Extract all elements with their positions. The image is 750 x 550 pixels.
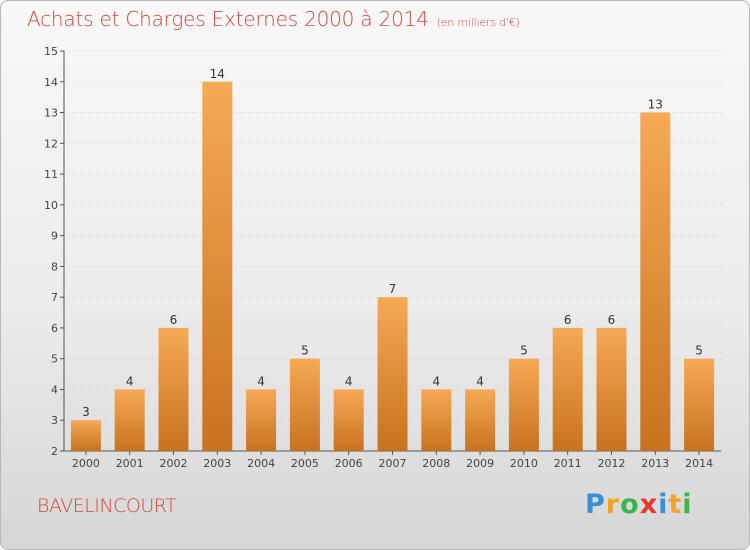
x-tick-label: 2011 bbox=[554, 457, 582, 470]
bar bbox=[158, 327, 189, 451]
x-tick-label: 2006 bbox=[335, 457, 363, 470]
x-tick-label: 2010 bbox=[510, 457, 538, 470]
x-tick-label: 2003 bbox=[203, 457, 231, 470]
chart-unit: (en milliers d'€) bbox=[436, 16, 520, 29]
y-tick-label: 4 bbox=[51, 383, 58, 396]
logo-letter: o bbox=[620, 489, 640, 520]
x-tick-label: 2008 bbox=[422, 457, 450, 470]
logo-letter: i bbox=[682, 489, 693, 520]
x-tick-label: 2005 bbox=[291, 457, 319, 470]
y-tick-label: 7 bbox=[51, 291, 58, 304]
bar bbox=[508, 358, 539, 451]
y-tick-label: 2 bbox=[51, 445, 58, 458]
data-label: 5 bbox=[520, 344, 528, 358]
y-tick-label: 5 bbox=[51, 353, 58, 366]
y-tick-label: 11 bbox=[44, 168, 58, 181]
data-label: 14 bbox=[210, 67, 225, 81]
logo-letter: i bbox=[658, 489, 669, 520]
x-tick-label: 2014 bbox=[685, 457, 713, 470]
data-label: 5 bbox=[301, 344, 309, 358]
logo-letter: r bbox=[605, 489, 621, 520]
data-label: 5 bbox=[695, 344, 703, 358]
y-tick-label: 15 bbox=[44, 45, 58, 58]
x-tick-label: 2013 bbox=[641, 457, 669, 470]
y-tick-label: 8 bbox=[51, 260, 58, 273]
y-tick-label: 6 bbox=[51, 322, 58, 335]
logo-letter: t bbox=[668, 489, 683, 520]
y-tick-label: 3 bbox=[51, 414, 58, 427]
proxiti-logo: Proxiti bbox=[585, 489, 693, 520]
bar bbox=[640, 112, 671, 452]
bar bbox=[377, 297, 408, 451]
data-label: 4 bbox=[345, 374, 353, 388]
data-label: 4 bbox=[257, 374, 265, 388]
data-label: 3 bbox=[82, 405, 90, 419]
x-tick-label: 2001 bbox=[116, 457, 144, 470]
commune-name: BAVELINCOURT bbox=[37, 495, 177, 517]
data-label: 6 bbox=[564, 313, 572, 327]
x-tick-label: 2000 bbox=[72, 457, 100, 470]
x-tick-label: 2012 bbox=[598, 457, 626, 470]
bar bbox=[421, 389, 452, 451]
y-tick-label: 14 bbox=[44, 76, 58, 89]
y-tick-label: 13 bbox=[44, 107, 58, 120]
y-tick-label: 12 bbox=[44, 137, 58, 150]
bar bbox=[684, 358, 715, 451]
y-tick-label: 10 bbox=[44, 199, 58, 212]
bar bbox=[596, 327, 627, 451]
data-label: 13 bbox=[648, 98, 663, 112]
chart-title: Achats et Charges Externes 2000 à 2014 (e… bbox=[27, 7, 520, 31]
x-tick-label: 2004 bbox=[247, 457, 275, 470]
data-label: 4 bbox=[126, 374, 134, 388]
bar bbox=[465, 389, 496, 451]
data-label: 4 bbox=[476, 374, 484, 388]
x-tick-label: 2009 bbox=[466, 457, 494, 470]
data-label: 6 bbox=[170, 313, 178, 327]
bar bbox=[289, 358, 320, 451]
data-label: 7 bbox=[389, 282, 397, 296]
bar bbox=[552, 327, 583, 451]
logo-letter: P bbox=[585, 489, 606, 520]
x-tick-label: 2002 bbox=[160, 457, 188, 470]
x-tick-label: 2007 bbox=[379, 457, 407, 470]
logo-letter: x bbox=[639, 489, 659, 520]
bar bbox=[114, 389, 145, 451]
chart-title-text: Achats et Charges Externes 2000 à 2014 bbox=[27, 7, 429, 31]
data-label: 6 bbox=[608, 313, 616, 327]
data-label: 4 bbox=[432, 374, 440, 388]
y-tick-label: 9 bbox=[51, 230, 58, 243]
bar bbox=[246, 389, 277, 451]
bar bbox=[202, 81, 233, 452]
bar bbox=[70, 420, 101, 451]
bar bbox=[333, 389, 364, 451]
